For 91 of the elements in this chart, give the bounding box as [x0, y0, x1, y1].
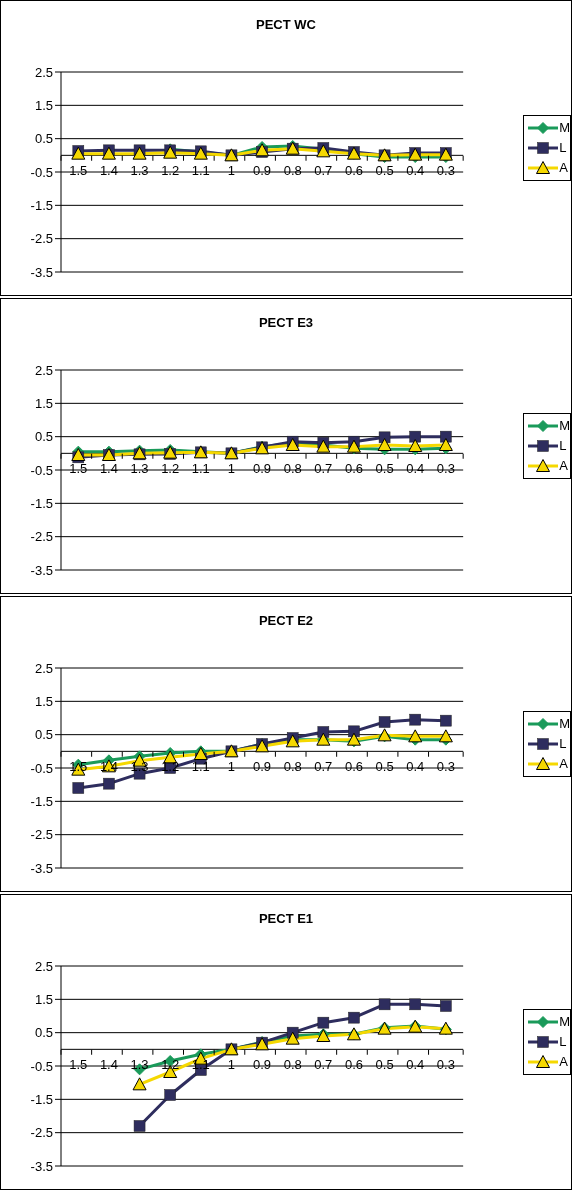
legend-label: M [559, 417, 570, 435]
y-tick-label: 2.5 [34, 64, 53, 80]
chart-title: PECT E3 [257, 315, 315, 330]
y-tick-label: -2.5 [30, 231, 53, 247]
y-tick-label: 2.5 [34, 362, 53, 378]
x-tick-label: 1 [227, 758, 236, 774]
x-tick-label: 0.9 [253, 758, 272, 774]
x-tick-label: 0.4 [406, 162, 425, 178]
y-tick-label: -0.5 [30, 760, 53, 776]
legend-label: A [559, 755, 568, 773]
y-tick-label: -3.5 [30, 1158, 53, 1174]
x-tick-label: 1.3 [130, 162, 149, 178]
x-tick-label: 0.5 [375, 1056, 394, 1072]
x-tick-label: 1.4 [99, 460, 118, 476]
legend-label: L [559, 139, 567, 157]
y-tick-label: -0.5 [30, 164, 53, 180]
x-tick-label: 1.1 [191, 460, 210, 476]
x-tick-label: 0.9 [253, 1056, 272, 1072]
y-tick-label: 0.5 [34, 131, 53, 147]
y-tick-label: 2.5 [34, 958, 53, 974]
x-tick-label: 0.7 [314, 758, 333, 774]
y-tick-label: -3.5 [30, 860, 53, 876]
x-tick-label: 0.4 [406, 460, 425, 476]
legend-label: L [559, 1033, 567, 1051]
x-tick-label: 1.2 [161, 460, 180, 476]
x-tick-label: 1.5 [69, 162, 88, 178]
x-tick-label: 0.5 [375, 758, 394, 774]
x-tick-label: 1.3 [130, 460, 149, 476]
x-tick-label: 1 [227, 162, 236, 178]
x-tick-label: 1.5 [69, 460, 88, 476]
x-tick-label: 0.8 [283, 1056, 302, 1072]
chart-title: PECT E2 [257, 613, 315, 628]
x-tick-label: 0.3 [436, 162, 455, 178]
y-tick-label: 1.5 [34, 693, 53, 709]
x-tick-label: 0.3 [436, 758, 455, 774]
x-tick-label: 0.7 [314, 162, 333, 178]
y-tick-label: -3.5 [30, 264, 53, 280]
x-tick-label: 1 [227, 460, 236, 476]
y-tick-label: 2.5 [34, 660, 53, 676]
x-tick-label: 0.9 [253, 460, 272, 476]
y-tick-label: -1.5 [30, 197, 53, 213]
x-tick-label: 0.4 [406, 758, 425, 774]
legend-label: A [559, 457, 568, 475]
legend-label: M [559, 715, 570, 733]
x-tick-label: 0.8 [283, 758, 302, 774]
y-tick-label: -2.5 [30, 529, 53, 545]
x-tick-label: 1.5 [69, 758, 88, 774]
chart-title: PECT E1 [257, 911, 315, 926]
y-tick-label: 1.5 [34, 97, 53, 113]
x-tick-label: 0.3 [436, 1056, 455, 1072]
x-tick-label: 1.3 [130, 758, 149, 774]
y-tick-label: 1.5 [34, 991, 53, 1007]
y-tick-label: -1.5 [30, 495, 53, 511]
x-tick-label: 1.2 [161, 162, 180, 178]
x-tick-label: 0.7 [314, 1056, 333, 1072]
x-tick-label: 0.6 [344, 162, 363, 178]
y-tick-label: 0.5 [34, 429, 53, 445]
legend-label: A [559, 159, 568, 177]
x-tick-label: 0.9 [253, 162, 272, 178]
legend-label: L [559, 735, 567, 753]
legend-label: M [559, 119, 570, 137]
x-tick-label: 0.6 [344, 1056, 363, 1072]
x-tick-label: 1.4 [99, 162, 118, 178]
y-tick-label: 1.5 [34, 395, 53, 411]
y-tick-label: -1.5 [30, 793, 53, 809]
x-tick-label: 1.1 [191, 162, 210, 178]
x-tick-label: 0.8 [283, 460, 302, 476]
x-tick-label: 0.7 [314, 460, 333, 476]
legend-label: M [559, 1013, 570, 1031]
y-tick-label: -3.5 [30, 562, 53, 578]
chart-title: PECT WC [255, 17, 317, 32]
y-tick-label: -0.5 [30, 1058, 53, 1074]
x-tick-label: 1.4 [99, 1056, 118, 1072]
x-tick-label: 1.2 [161, 1056, 180, 1072]
x-tick-label: 0.8 [283, 162, 302, 178]
x-tick-label: 0.5 [375, 460, 394, 476]
x-tick-label: 1 [227, 1056, 236, 1072]
x-tick-label: 1.5 [69, 1056, 88, 1072]
legend-label: A [559, 1053, 568, 1071]
y-tick-label: -2.5 [30, 827, 53, 843]
x-tick-label: 0.3 [436, 460, 455, 476]
x-tick-label: 0.4 [406, 1056, 425, 1072]
x-tick-label: 0.5 [375, 162, 394, 178]
y-tick-label: -0.5 [30, 462, 53, 478]
y-tick-label: -1.5 [30, 1091, 53, 1107]
y-tick-label: 0.5 [34, 1025, 53, 1041]
x-tick-label: 0.6 [344, 460, 363, 476]
y-tick-label: 0.5 [34, 727, 53, 743]
legend-label: L [559, 437, 567, 455]
y-tick-label: -2.5 [30, 1125, 53, 1141]
x-tick-label: 0.6 [344, 758, 363, 774]
